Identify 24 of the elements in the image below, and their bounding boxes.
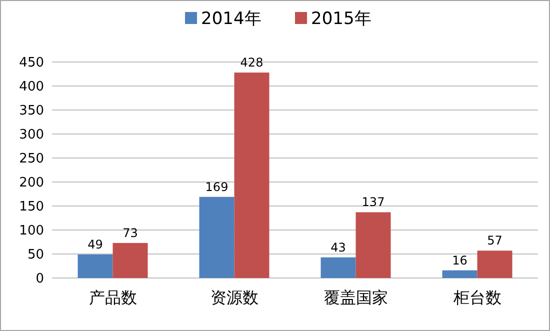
- legend-label: 2015年: [311, 9, 372, 29]
- ytick-label: 300: [19, 128, 44, 142]
- ytick-label: 200: [19, 176, 44, 190]
- ytick-label: 450: [19, 56, 44, 70]
- data-label: 428: [240, 56, 264, 70]
- data-label: 49: [88, 237, 103, 252]
- ytick-label: 350: [19, 104, 44, 118]
- ytick-label: 400: [19, 80, 44, 94]
- xtick-label: 柜台数: [453, 288, 502, 307]
- ytick-label: 250: [19, 152, 44, 166]
- xtick-label: 产品数: [88, 288, 137, 307]
- data-label: 169: [205, 180, 228, 194]
- data-label: 137: [362, 195, 385, 210]
- legend-label: 2014年: [201, 9, 262, 29]
- data-label: 57: [487, 234, 502, 248]
- ytick-label: 0: [36, 272, 44, 286]
- ytick-label: 50: [27, 248, 44, 262]
- xtick-label: 资源数: [210, 288, 258, 307]
- data-label: 43: [330, 240, 346, 254]
- ytick-label: 150: [19, 200, 44, 214]
- data-label: 16: [452, 253, 468, 268]
- ytick-label: 100: [19, 224, 44, 238]
- data-label: 73: [122, 226, 138, 240]
- xtick-label: 覆盖国家: [324, 288, 388, 307]
